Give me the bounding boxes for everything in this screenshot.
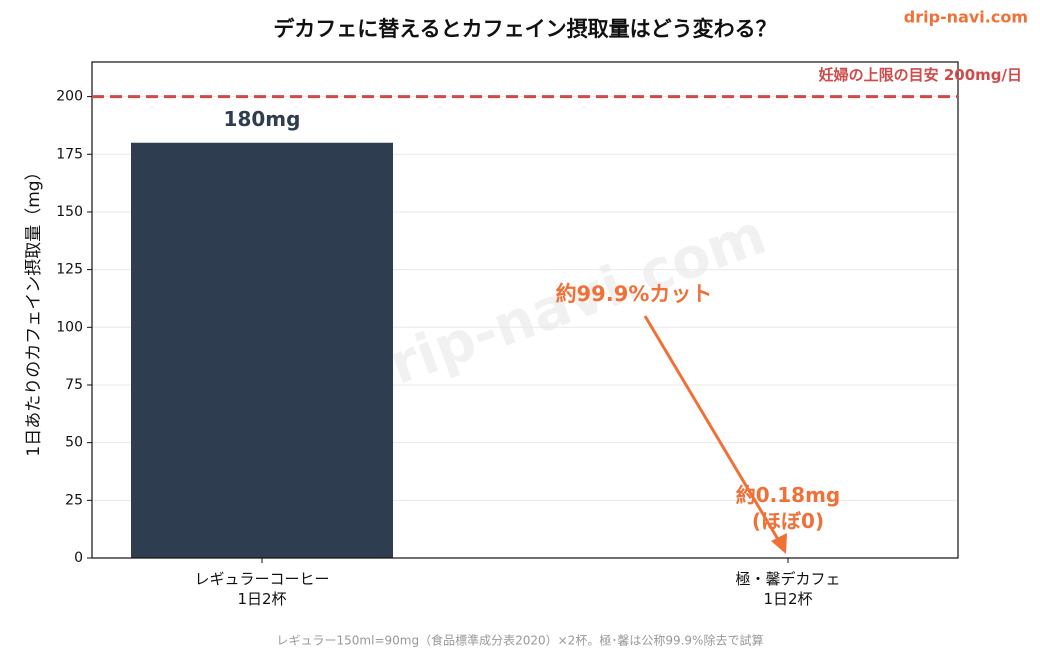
watermark: drip-navi.com: [904, 8, 1028, 27]
x-tick-label: 極・馨デカフェ 1日2杯: [735, 570, 840, 608]
y-tick-label: 150: [56, 204, 83, 220]
annotation: 約99.9%カット: [556, 282, 713, 306]
value-label: 180mg: [224, 107, 301, 131]
x-tick-label: レギュラーコーヒー 1日2杯: [194, 570, 329, 608]
y-tick-label: 100: [56, 319, 83, 335]
reference-label: 妊婦の上限の目安 200mg/日: [819, 66, 1022, 84]
watermark: drip-navi.com: [343, 202, 774, 412]
plot-frame: [91, 61, 959, 559]
footnote: レギュラー150ml=90mg（食品標準成分表2020）×2杯。極･馨は公称99…: [277, 633, 764, 648]
y-tick-label: 75: [65, 377, 83, 393]
y-tick-label: 175: [56, 146, 83, 162]
bar: [131, 142, 393, 558]
y-tick-label: 125: [56, 262, 83, 278]
y-tick-label: 0: [74, 550, 83, 566]
y-tick-label: 50: [65, 435, 83, 451]
value-label: 約0.18mg (ほぼ0): [736, 483, 841, 533]
y-tick-label: 25: [65, 492, 83, 508]
annotation-arrow: [643, 315, 784, 547]
chart-title: デカフェに替えるとカフェイン摂取量はどう変わる？: [273, 17, 776, 41]
arrow-head: [771, 533, 787, 554]
y-axis-label: 1日あたりのカフェイン摂取量（mg）: [24, 163, 44, 456]
y-tick-label: 200: [56, 89, 83, 105]
